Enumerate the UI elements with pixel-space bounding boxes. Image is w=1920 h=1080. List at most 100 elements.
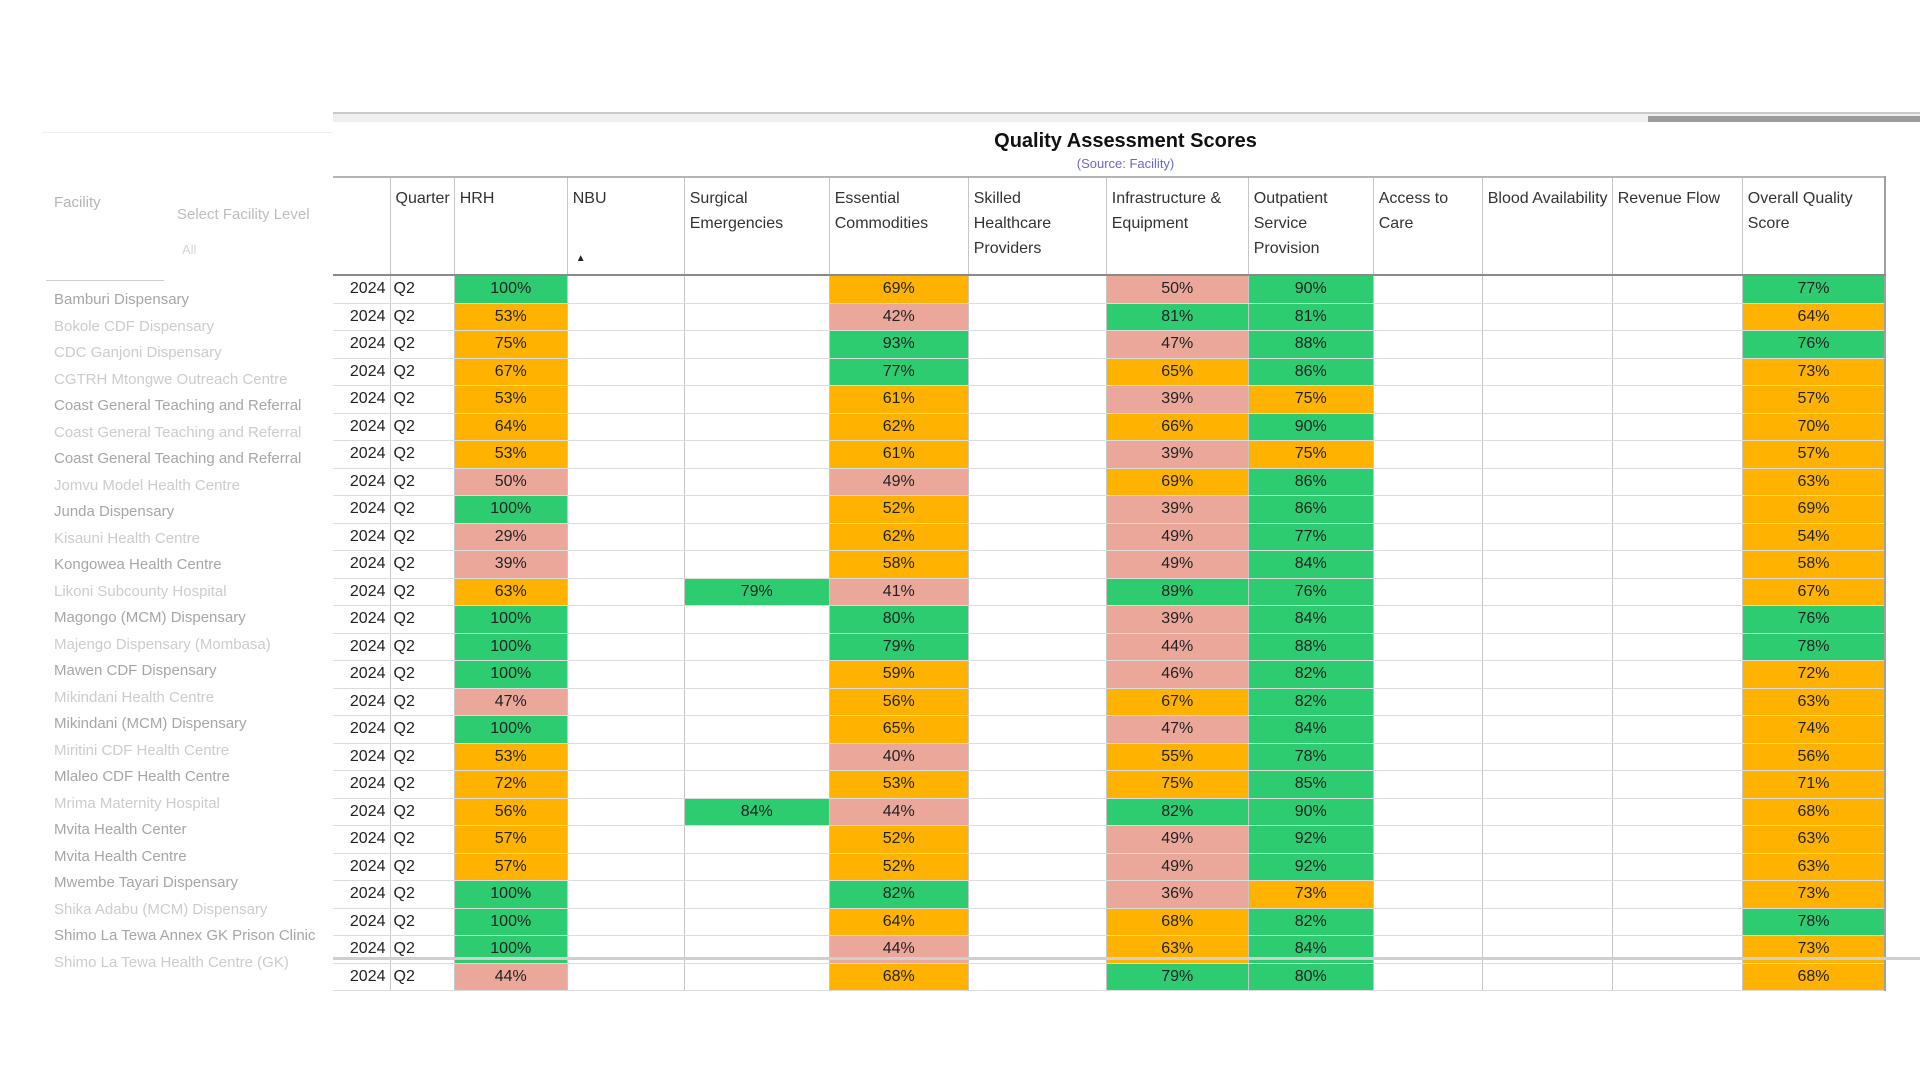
facility-list-item[interactable]: Coast General Teaching and Referral [54, 450, 302, 467]
cell-surgical-emergencies: 84% [683, 798, 830, 826]
facility-list-item[interactable]: Mvita Health Centre [54, 847, 187, 865]
column-header-quarter[interactable]: Quarter [389, 176, 455, 276]
table-row[interactable]: 2024 Q2 100% 79% 44% 88% 78% [333, 633, 1887, 661]
column-header-outpatient-service-provision[interactable]: Outpatient Service Provision [1247, 176, 1374, 276]
table-row[interactable]: 2024 Q2 100% 65% 47% 84% 74% [333, 715, 1887, 744]
facility-list-item[interactable]: Coast General Teaching and Referral [54, 423, 302, 441]
cell-overall-quality-score: 68% [1741, 963, 1887, 991]
cell-quarter: Q2 [389, 963, 455, 991]
cell-access-to-care [1372, 330, 1483, 359]
facility-list-item[interactable]: Shimo La Tewa Annex GK Prison Clinic [54, 927, 316, 944]
facility-list-item[interactable]: Bokole CDF Dispensary [54, 317, 215, 335]
facility-list-item[interactable]: Likoni Subcounty Hospital [54, 582, 227, 600]
facility-list-item[interactable]: Mlaleo CDF Health Centre [54, 768, 230, 785]
facility-list-item[interactable]: Mikindani (MCM) Dispensary [54, 715, 247, 732]
cell-hrh: 72% [453, 770, 568, 799]
table-row[interactable]: 2024 Q2 29% 62% 49% 77% 54% [333, 523, 1887, 551]
table-row[interactable]: 2024 Q2 100% 64% 68% 82% 78% [333, 908, 1887, 936]
table-row[interactable]: 2024 Q2 67% 77% 65% 86% 73% [333, 358, 1887, 386]
scrollbar-thumb[interactable] [1648, 116, 1920, 122]
cell-overall-quality-score: 56% [1741, 743, 1887, 771]
cell-overall-quality-score: 72% [1741, 660, 1887, 689]
cell-access-to-care [1372, 770, 1483, 799]
table-row[interactable]: 2024 Q2 100% 80% 39% 84% 76% [333, 605, 1887, 634]
column-header-hrh[interactable]: HRH [453, 176, 568, 276]
facility-list-item[interactable]: Junda Dispensary [54, 503, 175, 520]
cell-revenue-flow [1611, 660, 1743, 689]
horizontal-scrollbar[interactable] [333, 112, 1920, 122]
cell-access-to-care [1372, 660, 1483, 689]
facility-list-item[interactable]: Magongo (MCM) Dispensary [54, 609, 246, 626]
cell-nbu [566, 908, 685, 936]
cell-access-to-care [1372, 578, 1483, 606]
table-row[interactable]: 2024 Q2 47% 56% 67% 82% 63% [333, 688, 1887, 716]
cell-blood-availability [1481, 963, 1613, 991]
cell-revenue-flow [1611, 550, 1743, 579]
table-row[interactable]: 2024 Q2 50% 49% 69% 86% 63% [333, 468, 1887, 496]
cell-quarter: Q2 [389, 825, 455, 854]
facility-list-item[interactable]: Mrima Maternity Hospital [54, 794, 220, 812]
table-row[interactable]: 2024 Q2 64% 62% 66% 90% 70% [333, 413, 1887, 441]
cell-blood-availability [1481, 413, 1613, 441]
facility-list-item[interactable]: Mwembe Tayari Dispensary [54, 874, 238, 891]
table-row[interactable]: 2024 Q2 100% 52% 39% 86% 69% [333, 495, 1887, 524]
facility-list-item[interactable]: Mvita Health Center [54, 821, 187, 838]
cell-nbu [566, 825, 685, 854]
table-row[interactable]: 2024 Q2 72% 53% 75% 85% 71% [333, 770, 1887, 799]
cell-revenue-flow [1611, 523, 1743, 551]
cell-overall-quality-score: 77% [1741, 275, 1887, 304]
column-header-surgical-emergencies[interactable]: Surgical Emergencies [683, 176, 830, 276]
facility-list-item[interactable]: Shika Adabu (MCM) Dispensary [54, 900, 268, 918]
table-body: 2024 Q2 100% 69% 50% 90% 77% 2024 Q2 53% 42% 81% 81%… [333, 275, 1887, 991]
facility-list-item[interactable]: Bamburi Dispensary [54, 291, 190, 308]
cell-blood-availability [1481, 440, 1613, 469]
cell-year: 2024 [333, 880, 390, 909]
cell-surgical-emergencies [683, 468, 830, 496]
facility-list-item[interactable]: Shimo La Tewa Health Centre (GK) [54, 953, 289, 971]
facility-list-item[interactable]: Mikindani Health Centre [54, 688, 215, 706]
column-header-access-to-care[interactable]: Access to Care [1372, 176, 1483, 276]
table-row[interactable]: 2024 Q2 100% 59% 46% 82% 72% [333, 660, 1887, 689]
facility-filter-label: Facility [54, 194, 101, 211]
table-row[interactable]: 2024 Q2 75% 93% 47% 88% 76% [333, 330, 1887, 359]
cell-hrh: 47% [453, 688, 568, 716]
cell-skilled-healthcare-providers [967, 853, 1107, 881]
table-row[interactable]: 2024 Q2 53% 61% 39% 75% 57% [333, 440, 1887, 469]
facility-list-item[interactable]: Kongowea Health Centre [54, 556, 222, 573]
table-row[interactable]: 2024 Q2 63% 79% 41% 89% 76% 67% [333, 578, 1887, 606]
cell-blood-availability [1481, 578, 1613, 606]
report-subtitle: (Source: Facility) [1076, 156, 1175, 171]
cell-hrh: 100% [453, 715, 568, 744]
facility-list-item[interactable]: Kisauni Health Centre [54, 529, 200, 547]
column-header-nbu[interactable]: NBU ▲ [566, 176, 685, 276]
table-row[interactable]: 2024 Q2 100% 69% 50% 90% 77% [333, 275, 1887, 304]
column-header-essential-commodities[interactable]: Essential Commodities [828, 176, 969, 276]
column-header-infrastructure-equipment[interactable]: Infrastructure & Equipment [1105, 176, 1249, 276]
cell-outpatient-service-provision: 84% [1247, 715, 1374, 744]
facility-list-item[interactable]: Majengo Dispensary (Mombasa) [54, 635, 271, 653]
table-row[interactable]: 2024 Q2 39% 58% 49% 84% 58% [333, 550, 1887, 579]
facility-list-item[interactable]: Coast General Teaching and Referral [54, 397, 302, 414]
table-row[interactable]: 2024 Q2 44% 68% 79% 80% 68% [333, 963, 1887, 991]
table-row[interactable]: 2024 Q2 53% 61% 39% 75% 57% [333, 385, 1887, 414]
cell-year: 2024 [333, 963, 390, 991]
table-row[interactable]: 2024 Q2 100% 82% 36% 73% 73% [333, 880, 1887, 909]
facility-list-item[interactable]: CDC Ganjoni Dispensary [54, 344, 222, 361]
column-header-skilled-healthcare-providers[interactable]: Skilled Healthcare Providers [967, 176, 1107, 276]
column-header-blood-availability[interactable]: Blood Availability [1481, 176, 1613, 276]
table-row[interactable]: 2024 Q2 53% 42% 81% 81% 64% [333, 303, 1887, 331]
facility-list-item[interactable]: Jomvu Model Health Centre [54, 476, 240, 494]
cell-nbu [566, 660, 685, 689]
facility-list-item[interactable]: Miritini CDF Health Centre [54, 741, 230, 759]
facility-list-item[interactable]: CGTRH Mtongwe Outreach Centre [54, 370, 288, 388]
table-row[interactable]: 2024 Q2 56% 84% 44% 82% 90% 68% [333, 798, 1887, 826]
column-header-overall-quality-score[interactable]: Overall Quality Score [1741, 176, 1887, 276]
facility-level-dropdown[interactable]: Select Facility Level [177, 206, 310, 223]
table-row[interactable]: 2024 Q2 57% 52% 49% 92% 63% [333, 853, 1887, 881]
facility-list-item[interactable]: Mawen CDF Dispensary [54, 662, 217, 679]
column-header-year[interactable] [333, 176, 390, 276]
cell-essential-commodities: 79% [828, 633, 969, 661]
table-row[interactable]: 2024 Q2 53% 40% 55% 78% 56% [333, 743, 1887, 771]
table-row[interactable]: 2024 Q2 57% 52% 49% 92% 63% [333, 825, 1887, 854]
column-header-revenue-flow[interactable]: Revenue Flow [1611, 176, 1743, 276]
